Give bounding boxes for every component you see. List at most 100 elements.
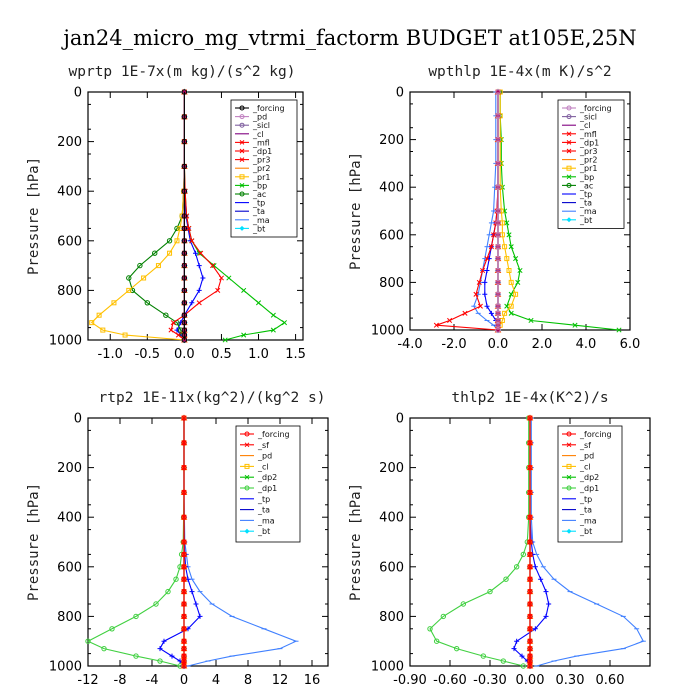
legend-label: _pr3 (252, 156, 270, 165)
legend-marker (244, 474, 250, 480)
legend-label: _pr1 (579, 164, 597, 173)
data-point (241, 332, 247, 338)
y-tick-label: 0 (396, 412, 404, 427)
data-point (181, 645, 187, 652)
data-point (241, 287, 247, 293)
series-line (429, 418, 530, 667)
data-point (122, 332, 128, 338)
data-point (181, 213, 188, 219)
x-tick-label: -8 (114, 673, 127, 688)
data-point (504, 303, 510, 309)
x-tick-label: 0.0 (488, 337, 509, 352)
data-point (157, 658, 163, 664)
x-tick-label: 6.0 (620, 337, 641, 352)
data-point (527, 564, 533, 570)
data-point (198, 250, 204, 256)
data-point (193, 250, 198, 256)
data-point (532, 564, 538, 570)
data-point (100, 327, 106, 333)
data-point (543, 589, 549, 595)
data-point (181, 663, 187, 669)
y-tick-label: 400 (57, 511, 82, 526)
data-point (181, 327, 188, 333)
legend-marker (239, 183, 245, 188)
x-tick-label: -4 (146, 673, 159, 688)
y-tick-label: 0 (74, 86, 82, 101)
y-axis-label: Pressure [hPa] (26, 483, 42, 601)
legend-label: _ta (257, 506, 270, 515)
y-tick-label: 400 (379, 181, 404, 196)
data-point (495, 255, 501, 262)
x-tick-label: 1.5 (285, 347, 306, 362)
data-point (157, 646, 163, 652)
data-point (495, 310, 501, 317)
y-tick-label: 1000 (371, 324, 404, 339)
data-point (196, 263, 202, 269)
data-point (495, 220, 501, 226)
data-point (508, 303, 514, 309)
data-point (502, 310, 508, 316)
data-point (109, 626, 115, 632)
x-tick-label: 4 (212, 673, 220, 688)
data-point (532, 626, 538, 632)
data-point (508, 244, 514, 250)
data-point (168, 327, 174, 333)
legend-marker (566, 182, 572, 188)
data-point (527, 601, 533, 607)
data-point (495, 136, 501, 143)
data-point (196, 250, 202, 256)
y-tick-label: 1000 (49, 334, 82, 349)
data-point (181, 89, 188, 95)
data-point (141, 275, 147, 281)
data-point (491, 232, 497, 238)
data-point (495, 208, 501, 214)
data-point (163, 312, 169, 318)
legend-marker (244, 463, 250, 469)
data-point (181, 653, 187, 659)
data-point (197, 613, 203, 619)
data-point (181, 576, 187, 582)
legend-marker (239, 122, 245, 128)
legend-marker (566, 165, 572, 171)
legend-label: _ma (579, 207, 597, 216)
data-point (495, 303, 501, 309)
legend-marker (239, 105, 245, 111)
data-point (538, 576, 544, 582)
data-point (527, 415, 533, 421)
data-point (174, 238, 180, 244)
data-point (200, 275, 206, 281)
data-point (181, 250, 188, 256)
legend-label: _sicl (252, 121, 270, 130)
x-tick-label: 0 (180, 673, 188, 688)
legend-label: _ac (579, 181, 593, 190)
data-point (462, 310, 468, 316)
legend-marker (566, 140, 572, 145)
legend-label: _bt (579, 216, 592, 225)
data-point (495, 89, 501, 95)
data-point (476, 279, 482, 285)
legend-label: _forcing (252, 104, 285, 113)
data-point (527, 464, 533, 471)
data-point (137, 262, 143, 269)
data-point (181, 138, 188, 145)
data-point (126, 287, 132, 293)
legend-label: _dp1 (579, 484, 599, 493)
legend-label: _ta (579, 199, 592, 208)
data-point (506, 268, 512, 273)
data-point (495, 279, 501, 286)
panel-title: rtp2 1E-11x(kg^2)/(kg^2 s) (99, 390, 326, 406)
legend-label: _dp1 (257, 484, 277, 493)
y-tick-label: 600 (57, 234, 82, 249)
y-tick-label: 600 (379, 228, 404, 243)
panel-title: wpthlp 1E-4x(m K)/s^2 (428, 64, 611, 80)
legend-label: _forcing (257, 430, 290, 439)
panel-1: wprtp 1E-7x(m kg)/(s^2 kg) Pressure [hPa]… (26, 64, 306, 362)
data-point (166, 238, 173, 244)
legend-label: _ta (579, 506, 592, 515)
data-point (111, 300, 117, 306)
data-point (460, 601, 467, 607)
series-line (90, 92, 185, 341)
data-point (181, 564, 187, 570)
data-point (488, 310, 494, 316)
